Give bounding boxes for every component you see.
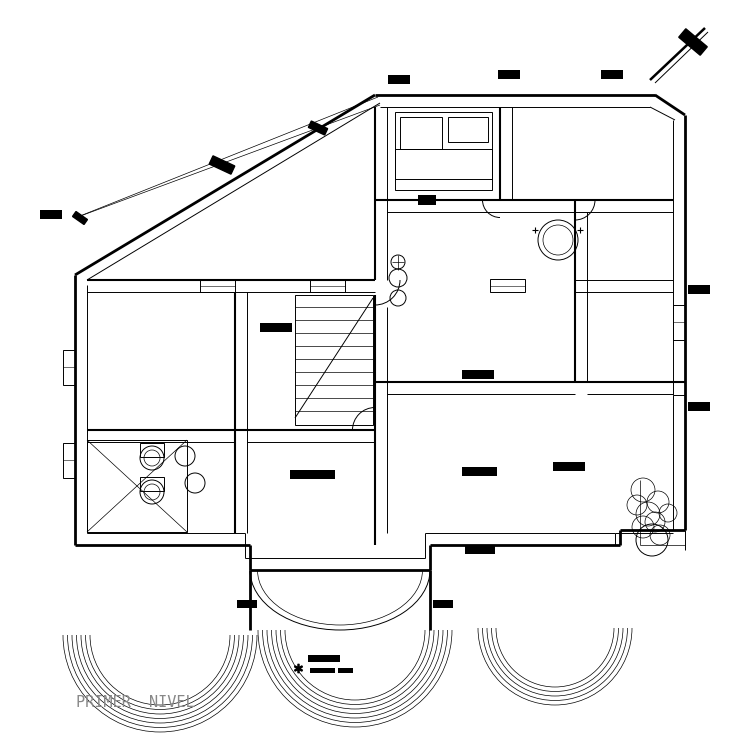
Bar [465,545,495,554]
Bar [290,470,335,479]
Polygon shape [73,211,88,224]
Bar [295,295,373,425]
Bar [553,462,585,471]
Polygon shape [308,121,328,135]
Bar [395,112,492,190]
Bar [140,443,164,457]
Text: PRIMER  NIVEL: PRIMER NIVEL [76,695,194,710]
Bar [673,305,685,340]
Bar [388,75,410,84]
Bar [237,600,257,608]
Bar [433,600,453,608]
Bar [601,70,623,79]
Bar [462,467,497,476]
Bar [310,668,335,673]
Bar [140,477,164,491]
Bar [63,350,75,385]
Polygon shape [209,156,235,174]
Bar [498,70,520,79]
Bar [688,285,710,294]
Bar [338,668,353,673]
Bar [688,402,710,411]
Bar [260,323,292,332]
Bar [490,279,525,292]
Bar [63,443,75,478]
Bar [395,149,492,179]
Bar [40,210,62,219]
Bar [308,655,340,662]
Polygon shape [678,29,708,55]
Bar [310,279,345,292]
Bar [200,279,235,292]
Bar [462,370,494,379]
Bar [87,440,187,532]
Bar [448,117,488,142]
Bar [418,195,436,205]
Bar [400,117,442,149]
